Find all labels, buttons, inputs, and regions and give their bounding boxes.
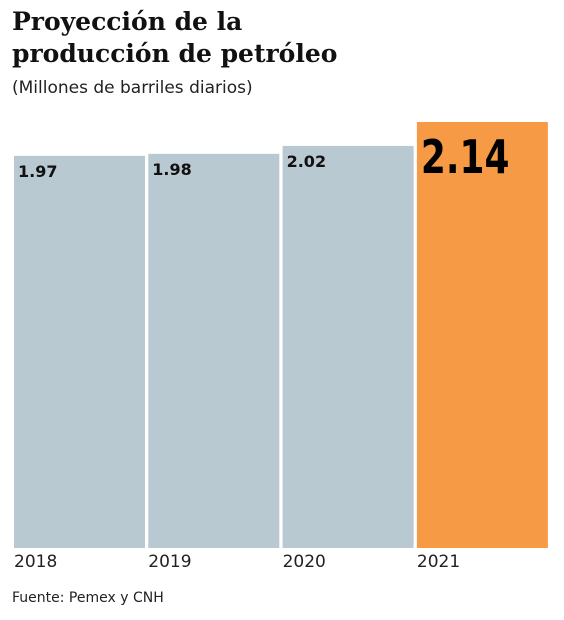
bar: [416, 122, 548, 548]
chart-title: Proyección de la producción de petróleo: [12, 7, 338, 68]
x-tick-label: 2021: [417, 552, 460, 572]
bar: [282, 145, 414, 548]
source-note: Fuente: Pemex y CNH: [12, 590, 164, 606]
x-tick-label: 2019: [148, 552, 191, 572]
chart: 1.97 2018 1.98 2019 2.02 2020 2.14 2021: [14, 122, 548, 572]
x-tick-label: 2020: [283, 552, 326, 572]
bar: [14, 155, 145, 548]
x-tick-label: 2018: [14, 552, 57, 572]
chart-subtitle: (Millones de barriles diarios): [12, 78, 253, 98]
value-label: 2.02: [287, 152, 326, 171]
value-label: 1.98: [152, 160, 191, 179]
bar: [148, 153, 280, 548]
value-label: 1.97: [18, 162, 57, 181]
value-label: 2.14: [421, 131, 510, 185]
